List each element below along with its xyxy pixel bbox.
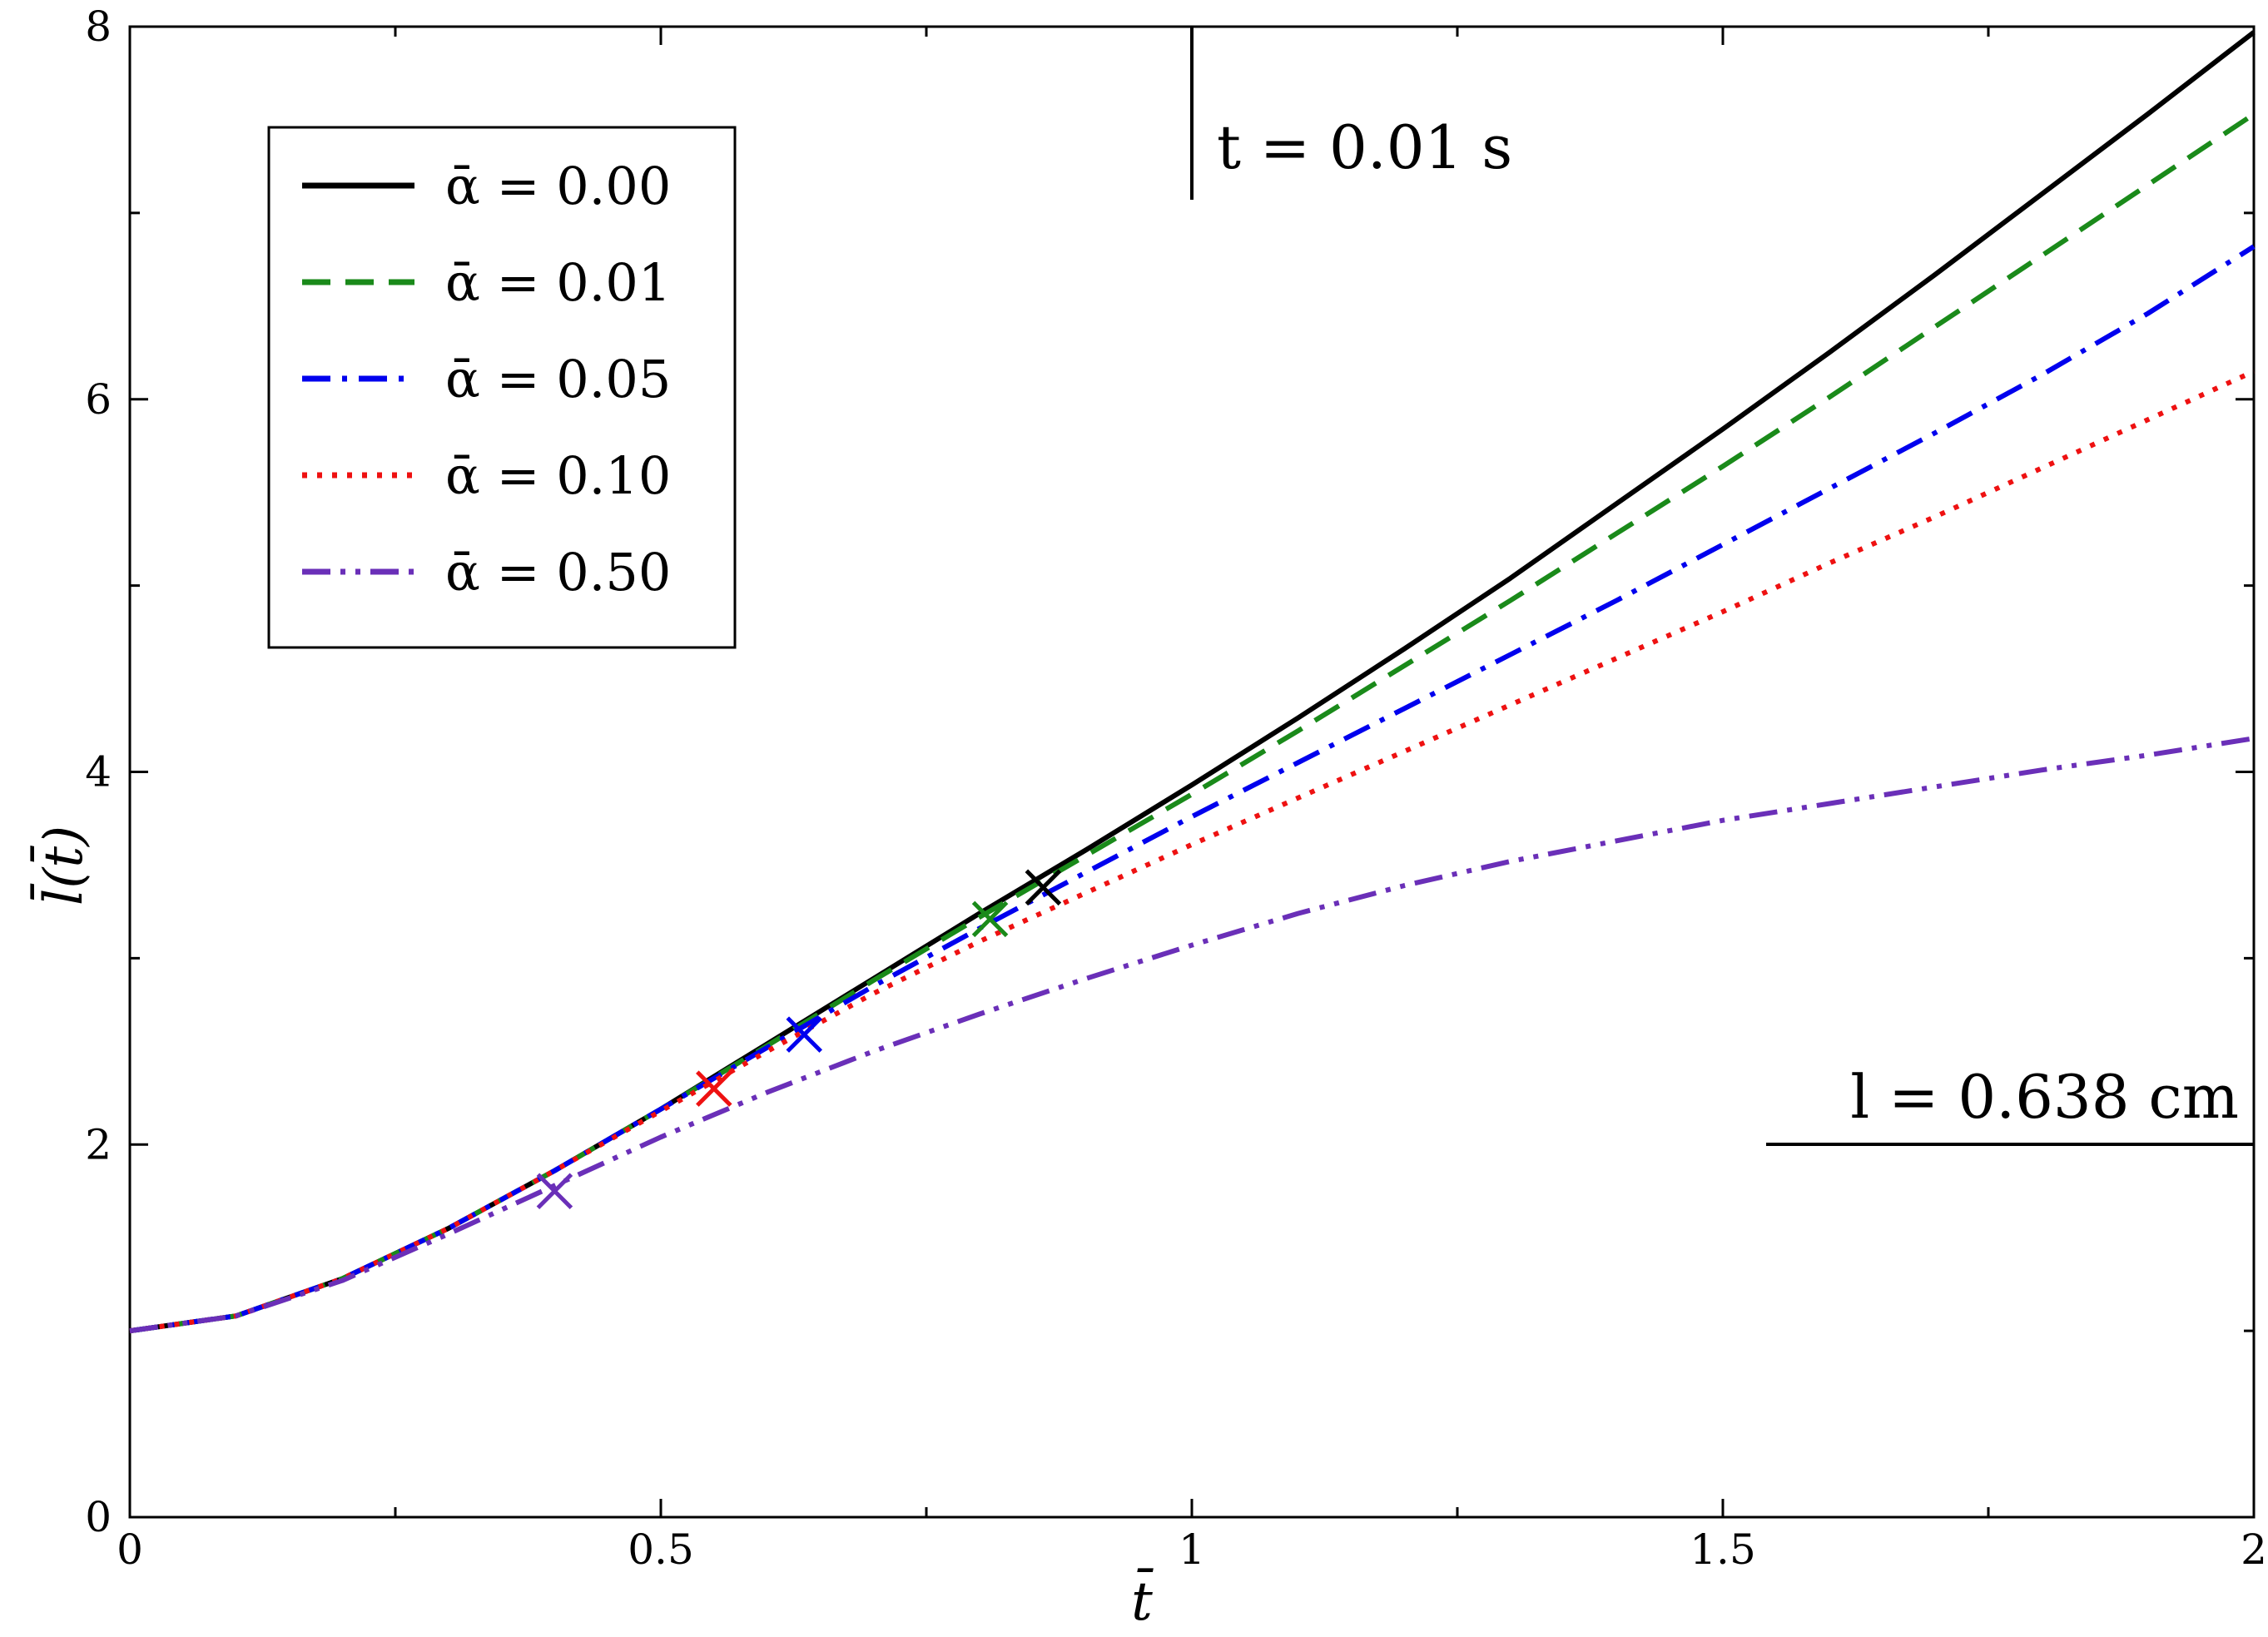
x-tick-label: 0.5 xyxy=(628,1525,694,1574)
y-tick-label: 2 xyxy=(85,1120,112,1168)
series-line-1 xyxy=(129,112,2256,1334)
x-tick-label: 0 xyxy=(117,1525,143,1574)
series-line-3 xyxy=(129,369,2256,1334)
series-line-2 xyxy=(129,244,2256,1334)
y-tick-label: 6 xyxy=(85,375,112,424)
time-annotation-label: t = 0.01 s xyxy=(1217,112,1512,182)
series-marker-0 xyxy=(1025,869,1062,906)
series-marker-4 xyxy=(536,1173,573,1209)
legend-label-2: ᾱ = 0.05 xyxy=(445,349,671,409)
legend-label-3: ᾱ = 0.10 xyxy=(445,445,671,506)
series-marker-3 xyxy=(696,1070,732,1107)
x-tick-label: 2 xyxy=(2241,1525,2267,1574)
series-line-4 xyxy=(129,736,2255,1334)
series-marker-2 xyxy=(786,1016,823,1053)
y-axis-label: l̄(t̄) xyxy=(30,826,95,905)
x-axis-label: t̄ xyxy=(1131,1568,1154,1633)
length-annotation: l = 0.638 cm xyxy=(1766,1062,2254,1146)
length-annotation-label: l = 0.638 cm xyxy=(1850,1062,2239,1132)
x-tick-label: 1 xyxy=(1179,1525,1205,1574)
time-annotation: t = 0.01 s xyxy=(1190,27,1512,200)
legend-label-0: ᾱ = 0.00 xyxy=(445,156,671,216)
series-marker-1 xyxy=(971,900,1009,938)
legend-label-1: ᾱ = 0.01 xyxy=(445,252,671,313)
legend-box xyxy=(267,126,737,649)
legend: ᾱ = 0.00 ᾱ = 0.01 ᾱ = 0.05 ᾱ = 0.10 ᾱ = 0.50 xyxy=(267,126,737,649)
legend-label-4: ᾱ = 0.50 xyxy=(445,542,671,603)
y-tick-label: 4 xyxy=(85,748,112,796)
y-tick-label: 0 xyxy=(85,1493,112,1541)
crossing-markers xyxy=(536,869,1062,1209)
x-tick-label: 1.5 xyxy=(1690,1525,1756,1574)
legend-entries: ᾱ = 0.00 ᾱ = 0.01 ᾱ = 0.05 ᾱ = 0.10 ᾱ = 0.50 xyxy=(302,156,671,603)
axis-ticks: 0 0.5 1 1.5 2 0 2 4 6 8 xyxy=(85,2,2267,1574)
y-tick-label: 8 xyxy=(85,2,112,51)
series-layer xyxy=(129,30,2256,1334)
